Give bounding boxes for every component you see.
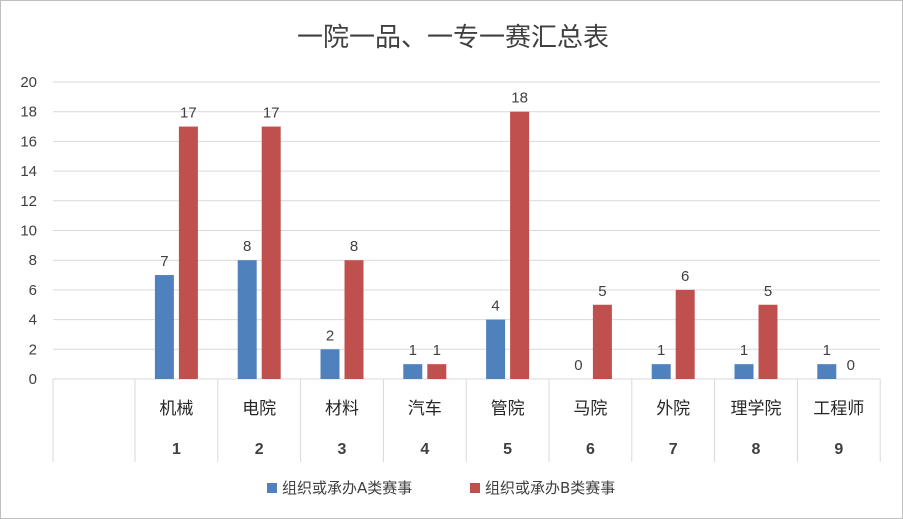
x-category-number: 6 xyxy=(586,441,595,458)
bar-b xyxy=(427,364,447,379)
y-tick-label: 16 xyxy=(20,133,37,150)
data-label: 1 xyxy=(823,342,831,359)
x-category-number: 4 xyxy=(420,441,429,458)
bar-a xyxy=(817,364,837,379)
data-label: 0 xyxy=(574,357,582,374)
data-label: 17 xyxy=(263,105,280,122)
x-category-label: 理学院 xyxy=(731,399,782,419)
y-tick-label: 14 xyxy=(20,163,37,180)
y-tick-label: 0 xyxy=(29,371,37,388)
bar-a xyxy=(154,275,174,379)
x-category-label: 材料 xyxy=(325,399,359,419)
bar-a xyxy=(486,319,506,379)
data-label: 8 xyxy=(350,238,358,255)
x-category-label: 机械 xyxy=(159,399,193,419)
y-tick-label: 20 xyxy=(20,74,37,91)
bar-b xyxy=(758,304,778,379)
bar-b xyxy=(178,126,198,379)
x-category-label: 马院 xyxy=(573,399,607,419)
x-category-number: 5 xyxy=(503,441,512,458)
bar-a xyxy=(734,364,754,379)
bar-a xyxy=(403,364,423,379)
x-category-label: 外院 xyxy=(656,399,690,419)
y-tick-label: 2 xyxy=(29,341,37,358)
legend-label: 组织或承办B类赛事 xyxy=(485,479,615,497)
x-category-number: 3 xyxy=(338,441,347,458)
data-label: 18 xyxy=(511,90,528,107)
bar-b xyxy=(261,126,281,379)
data-label: 4 xyxy=(491,298,499,315)
x-category-label: 管院 xyxy=(491,399,525,419)
data-label: 8 xyxy=(243,238,251,255)
data-label: 0 xyxy=(847,357,855,374)
data-label: 7 xyxy=(160,253,168,270)
x-category-label: 电院 xyxy=(242,399,276,419)
x-category-number: 1 xyxy=(172,441,181,458)
y-tick-label: 10 xyxy=(20,223,37,240)
x-category-label: 工程师 xyxy=(813,399,864,419)
data-label: 1 xyxy=(433,342,441,359)
data-label: 17 xyxy=(180,105,197,122)
y-tick-label: 18 xyxy=(20,104,37,121)
bar-a xyxy=(237,260,257,379)
data-label: 1 xyxy=(740,342,748,359)
category-table: 机械 1 电院 2 材料 3 汽车 4 管院 5 马院 6 外院 7 理学院 8 工程师 9 xyxy=(52,378,881,462)
data-label: 1 xyxy=(409,342,417,359)
bars xyxy=(154,111,837,379)
legend: 组织或承办A类赛事 组织或承办B类赛事 xyxy=(267,479,615,497)
x-category-number: 7 xyxy=(669,441,678,458)
y-tick-label: 8 xyxy=(29,252,37,269)
bar-a xyxy=(320,349,340,379)
legend-label: 组织或承办A类赛事 xyxy=(282,479,412,497)
legend-swatch xyxy=(470,483,480,493)
y-tick-label: 4 xyxy=(29,312,37,329)
bar-b xyxy=(675,289,695,379)
data-label: 5 xyxy=(764,283,772,300)
data-label: 6 xyxy=(681,268,689,285)
x-category-number: 2 xyxy=(255,441,264,458)
bar-b xyxy=(592,304,612,379)
x-category-number: 9 xyxy=(834,441,843,458)
x-category-number: 8 xyxy=(752,441,761,458)
bar-a xyxy=(651,364,671,379)
y-axis: 0 2 4 6 8 10 12 14 16 18 20 xyxy=(20,74,37,388)
y-tick-label: 6 xyxy=(29,282,37,299)
x-category-label: 汽车 xyxy=(408,399,442,419)
bar-b xyxy=(344,260,364,379)
gridlines xyxy=(53,81,880,380)
y-tick-label: 12 xyxy=(20,193,37,210)
bar-b xyxy=(510,111,530,379)
data-label: 5 xyxy=(598,283,606,300)
data-label: 2 xyxy=(326,327,334,344)
chart-title: 一院一品、一专一赛汇总表 xyxy=(297,23,609,53)
legend-swatch xyxy=(267,483,277,493)
data-label: 1 xyxy=(657,342,665,359)
